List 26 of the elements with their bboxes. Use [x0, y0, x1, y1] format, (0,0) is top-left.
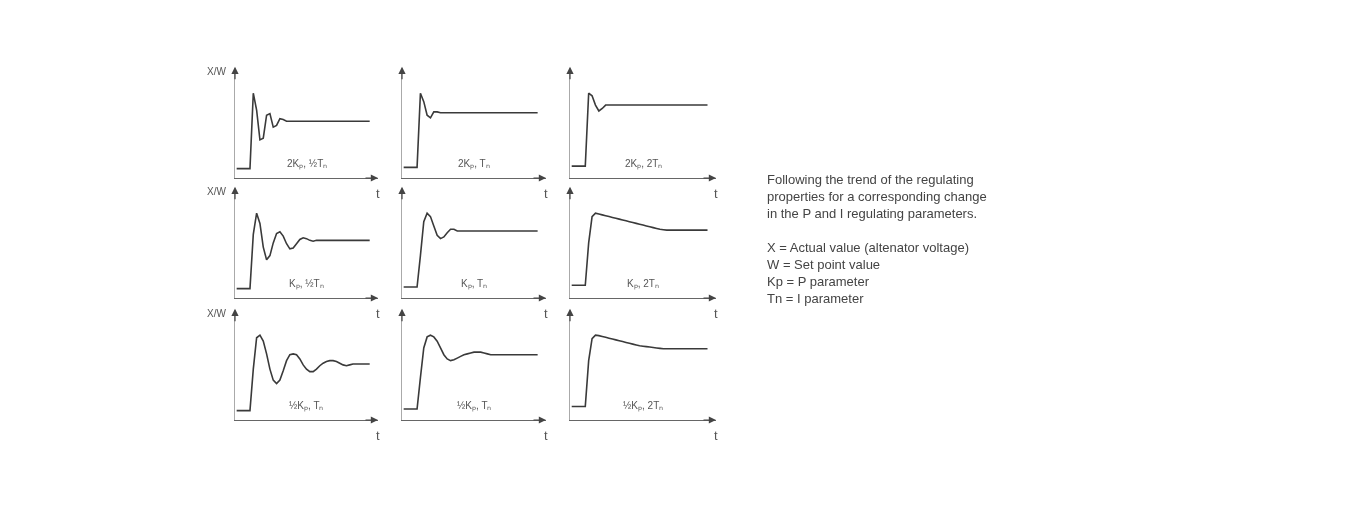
text: Kₚ, ½Tₙ	[289, 278, 324, 290]
y-axis-title: X/W	[207, 186, 227, 197]
text: Following the trend of the regulating properties for a corresponding change in the P and I regulating parameters.	[767, 172, 987, 221]
x-axis-title: t	[376, 186, 380, 201]
text: ½Kₚ, 2Tₙ	[623, 400, 664, 412]
x-axis-title: t	[714, 428, 718, 443]
x-axis-title: t	[544, 306, 548, 321]
text: W = Set point value	[767, 257, 881, 272]
x-axis-title: t	[714, 186, 718, 201]
x-axis-title: t	[544, 428, 548, 443]
text: Tn = I parameter	[767, 291, 865, 306]
y-axis-title: X/W	[207, 308, 227, 319]
y-axis-title: X/W	[207, 66, 227, 77]
x-axis-title: t	[544, 186, 548, 201]
text: X = Actual value (altenator voltage)	[767, 240, 969, 255]
text: Kₚ, Tₙ	[461, 278, 488, 290]
x-axis-title: t	[376, 306, 380, 321]
text: 2Kₚ, Tₙ	[458, 158, 490, 170]
text: Kp = P parameter	[767, 274, 870, 289]
x-axis-title: t	[376, 428, 380, 443]
text: 2Kₚ, ½Tₙ	[287, 158, 328, 170]
x-axis-title: t	[714, 306, 718, 321]
text: Kₚ, 2Tₙ	[627, 278, 659, 290]
text: ½Kₚ, Tₙ	[457, 400, 492, 412]
text: 2Kₚ, 2Tₙ	[625, 158, 663, 170]
text: ½Kₚ, Tₙ	[289, 400, 324, 412]
